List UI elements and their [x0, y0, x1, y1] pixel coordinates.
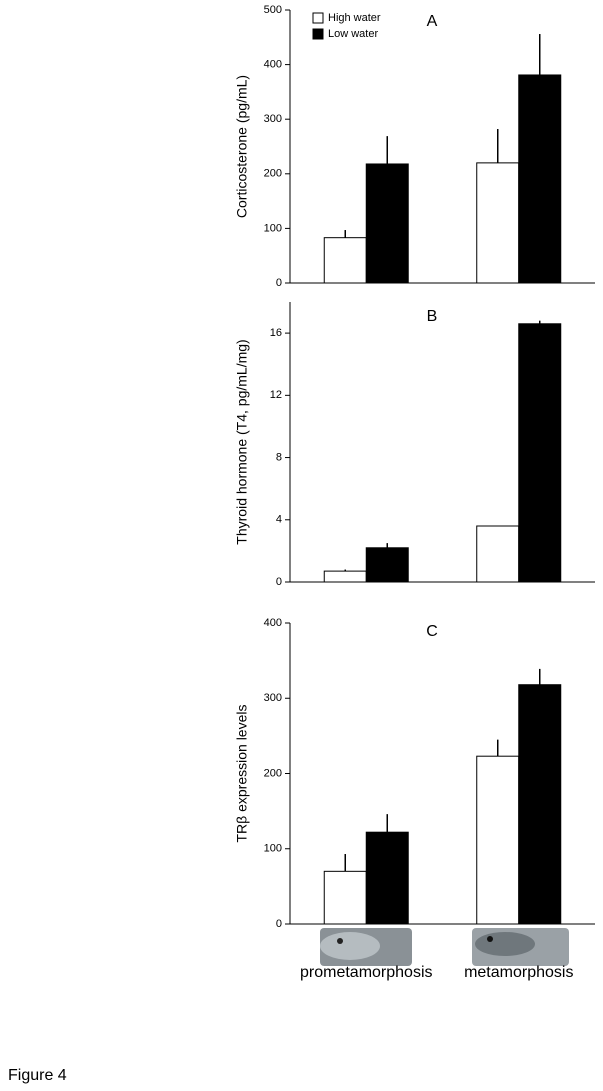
panel-label: A — [427, 13, 438, 30]
y-tick-label: 100 — [264, 843, 282, 855]
y-tick-label: 0 — [276, 576, 282, 588]
tadpole-image — [320, 928, 412, 966]
panel-label: C — [426, 623, 438, 640]
y-tick-label: 0 — [276, 918, 282, 930]
y-tick-label: 0 — [276, 277, 282, 289]
x-tick-label: metamorphosis — [464, 964, 573, 981]
y-tick-label: 100 — [264, 222, 282, 234]
y-tick-label: 16 — [270, 327, 282, 339]
y-tick-label: 400 — [264, 59, 282, 71]
bar — [518, 74, 562, 284]
figure-caption: Figure 4 — [8, 1067, 67, 1084]
bar — [323, 870, 367, 925]
y-tick-label: 200 — [264, 767, 282, 779]
legend-swatch — [312, 28, 324, 40]
bar — [365, 163, 409, 284]
y-tick-label: 300 — [264, 113, 282, 125]
legend-swatch — [312, 12, 324, 24]
bar — [518, 684, 562, 925]
bar — [365, 831, 409, 925]
legend-label: Low water — [328, 28, 378, 40]
bar — [323, 237, 367, 284]
bar — [476, 755, 520, 925]
y-tick-label: 4 — [276, 514, 282, 526]
x-tick-label: prometamorphosis — [300, 964, 433, 981]
y-tick-label: 500 — [264, 4, 282, 16]
y-tick-label: 12 — [270, 389, 282, 401]
y-axis-label: TRβ expression levels — [234, 705, 250, 843]
bar — [476, 525, 520, 583]
y-axis-label: Thyroid hormone (T4, pg/mL/mg) — [234, 339, 250, 544]
bar — [365, 547, 409, 583]
y-axis-label: Corticosterone (pg/mL) — [234, 75, 250, 218]
y-tick-label: 400 — [264, 617, 282, 629]
y-tick-label: 8 — [276, 451, 282, 463]
legend-label: High water — [328, 12, 381, 24]
bar — [518, 323, 562, 583]
y-tick-label: 200 — [264, 168, 282, 180]
froglet-image — [472, 928, 569, 966]
y-tick-label: 300 — [264, 692, 282, 704]
bar — [476, 162, 520, 284]
bar — [323, 570, 367, 583]
panel-label: B — [427, 308, 438, 325]
